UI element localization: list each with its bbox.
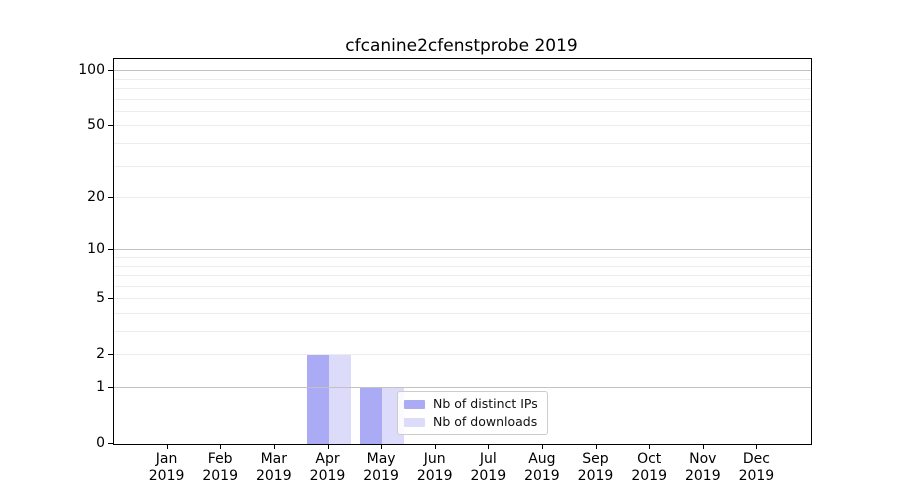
gridline-50 xyxy=(114,125,811,127)
x-tick-label-feb: Feb 2019 xyxy=(202,451,238,484)
y-tick-mark-10 xyxy=(108,248,113,250)
bar-nb-of-downloads-apr xyxy=(328,355,351,444)
gridline-100 xyxy=(114,70,811,72)
gridline-4 xyxy=(114,313,811,314)
x-tick-mark-dec xyxy=(756,444,758,449)
gridline-7 xyxy=(114,275,811,276)
gridline-10 xyxy=(114,249,811,251)
legend-swatch-distinct-ips xyxy=(404,399,425,409)
x-tick-mark-mar xyxy=(273,444,275,449)
legend-item-downloads: Nb of downloads xyxy=(404,415,538,429)
bar-nb-of-distinct-ips-apr xyxy=(306,355,329,444)
gridline-9 xyxy=(114,257,811,258)
x-tick-mark-nov xyxy=(702,444,704,449)
legend-swatch-downloads xyxy=(404,417,425,427)
gridline-80 xyxy=(114,88,811,89)
x-tick-mark-aug xyxy=(541,444,543,449)
y-tick-label-5: 5 xyxy=(96,290,105,307)
x-tick-mark-jul xyxy=(488,444,490,449)
x-tick-label-jun: Jun 2019 xyxy=(416,451,453,484)
gridline-1 xyxy=(114,387,811,388)
gridline-8 xyxy=(114,265,811,267)
x-tick-label-aug: Aug 2019 xyxy=(524,451,560,484)
y-tick-mark-100 xyxy=(108,69,113,71)
x-tick-mark-feb xyxy=(220,444,222,449)
plot-area xyxy=(113,58,812,445)
x-tick-label-jul: Jul 2019 xyxy=(470,451,507,484)
gridline-3 xyxy=(114,331,811,332)
x-tick-label-mar: Mar 2019 xyxy=(255,451,292,484)
y-tick-label-0: 0 xyxy=(96,435,105,451)
gridline-2 xyxy=(114,354,811,356)
y-tick-label-1: 1 xyxy=(96,379,105,395)
y-tick-mark-2 xyxy=(108,353,113,355)
x-tick-mark-jan xyxy=(166,444,168,449)
y-tick-mark-1 xyxy=(108,386,113,388)
gridline-60 xyxy=(114,110,811,112)
x-tick-mark-apr xyxy=(327,444,329,449)
y-tick-label-20: 20 xyxy=(87,189,105,206)
y-tick-mark-50 xyxy=(108,124,113,126)
gridline-6 xyxy=(114,285,811,287)
gridline-30 xyxy=(114,165,811,167)
legend: Nb of distinct IPs Nb of downloads xyxy=(397,391,548,435)
y-tick-label-50: 50 xyxy=(87,117,105,134)
x-tick-mark-jun xyxy=(434,444,436,449)
x-tick-mark-sep xyxy=(595,444,597,449)
legend-label-distinct-ips: Nb of distinct IPs xyxy=(433,396,538,411)
legend-label-downloads: Nb of downloads xyxy=(433,414,538,429)
gridline-90 xyxy=(114,78,811,80)
x-tick-mark-oct xyxy=(649,444,651,449)
bar-nb-of-distinct-ips-may xyxy=(360,388,383,444)
gridline-5 xyxy=(114,298,811,300)
y-tick-label-10: 10 xyxy=(87,241,105,258)
x-tick-label-jan: Jan 2019 xyxy=(148,451,185,484)
chart-title: cfcanine2cfenstprobe 2019 xyxy=(345,36,578,56)
gridline-40 xyxy=(114,143,811,144)
y-tick-mark-5 xyxy=(108,297,113,299)
x-tick-label-oct: Oct 2019 xyxy=(631,451,667,484)
x-tick-label-may: May 2019 xyxy=(363,451,399,484)
x-tick-mark-may xyxy=(381,444,383,449)
legend-item-distinct-ips: Nb of distinct IPs xyxy=(404,397,538,411)
x-tick-label-sep: Sep 2019 xyxy=(577,451,614,484)
gridline-70 xyxy=(114,98,811,100)
y-tick-label-100: 100 xyxy=(78,62,105,79)
y-tick-mark-0 xyxy=(108,442,113,444)
y-tick-mark-20 xyxy=(108,196,113,198)
y-tick-label-2: 2 xyxy=(96,346,105,363)
x-tick-label-nov: Nov 2019 xyxy=(684,451,721,484)
x-tick-label-dec: Dec 2019 xyxy=(738,451,775,484)
gridline-20 xyxy=(114,197,811,199)
x-tick-label-apr: Apr 2019 xyxy=(309,451,346,484)
